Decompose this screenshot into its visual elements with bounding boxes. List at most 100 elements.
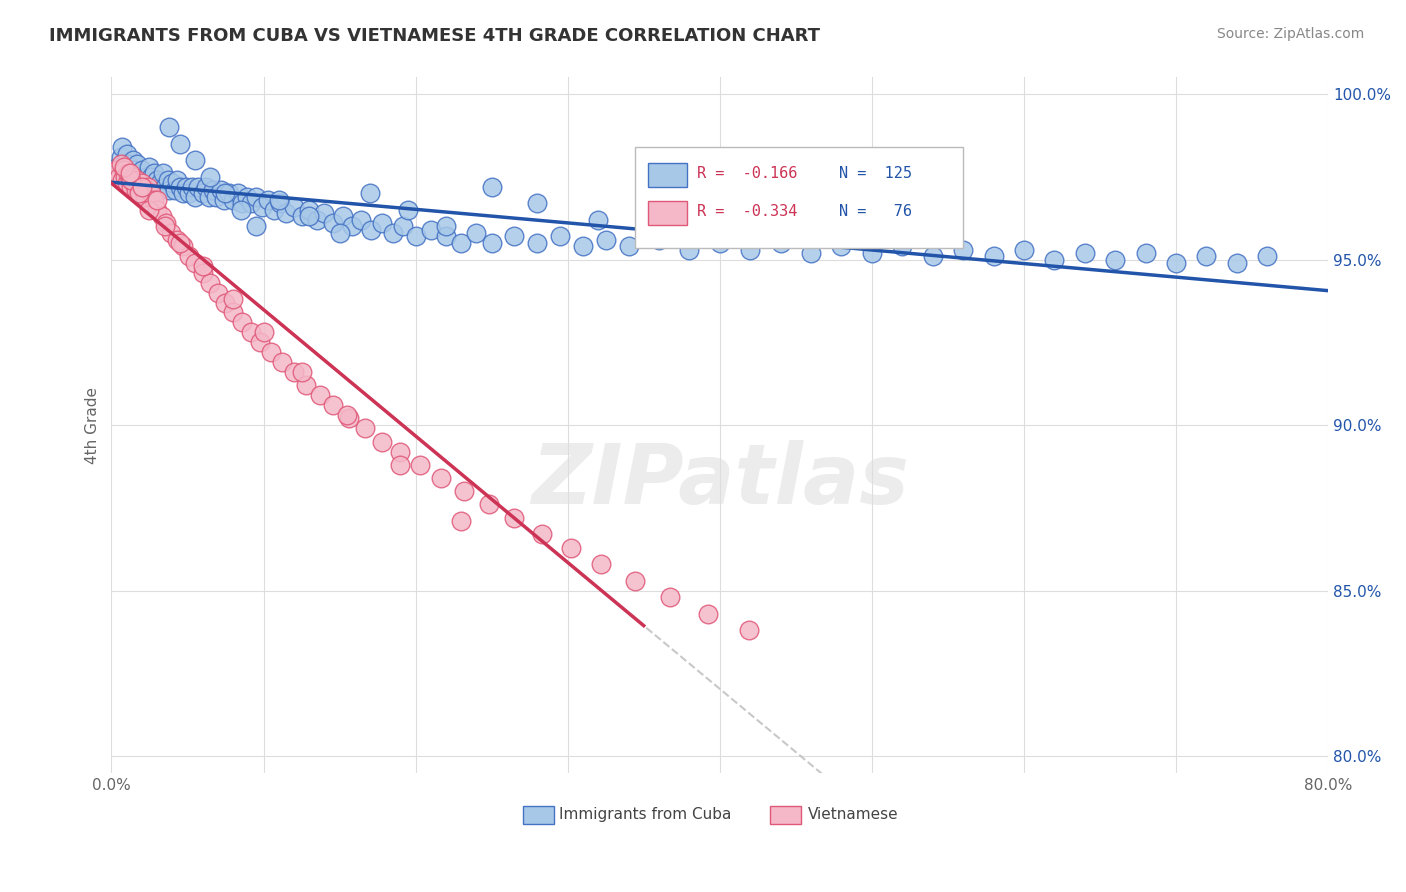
Point — [359, 186, 381, 201]
Point — [112, 163, 135, 178]
Point — [396, 202, 419, 217]
Point — [952, 243, 974, 257]
Point — [177, 249, 200, 263]
Point — [104, 163, 127, 178]
Point — [478, 498, 501, 512]
Point — [125, 183, 148, 197]
Point — [122, 177, 145, 191]
Point — [172, 239, 194, 253]
Point — [617, 239, 640, 253]
Point — [111, 173, 134, 187]
Text: ZIPatlas: ZIPatlas — [531, 440, 908, 521]
Point — [267, 193, 290, 207]
Point — [231, 196, 253, 211]
Point — [131, 177, 153, 191]
Point — [184, 153, 207, 168]
Point — [207, 285, 229, 300]
Point — [200, 169, 222, 184]
Point — [572, 239, 595, 253]
Point — [184, 256, 207, 270]
Point — [143, 193, 166, 207]
Point — [276, 206, 298, 220]
Point — [107, 160, 129, 174]
Point — [263, 202, 285, 217]
Point — [141, 179, 163, 194]
Point — [891, 239, 914, 253]
Point — [169, 136, 191, 151]
Point — [139, 186, 162, 201]
Point — [298, 202, 321, 217]
Point — [153, 219, 176, 234]
Point — [252, 326, 274, 340]
Point — [800, 246, 823, 260]
Point — [131, 179, 153, 194]
Point — [127, 156, 149, 170]
Point — [648, 229, 671, 244]
Point — [295, 378, 318, 392]
Point — [118, 166, 141, 180]
Point — [214, 186, 236, 201]
Point — [138, 202, 160, 217]
Point — [110, 156, 132, 170]
Point — [149, 177, 172, 191]
Point — [503, 510, 526, 524]
Point — [430, 471, 453, 485]
Text: Immigrants from Cuba: Immigrants from Cuba — [560, 807, 731, 822]
Point — [222, 305, 245, 319]
FancyBboxPatch shape — [648, 202, 688, 225]
Point — [148, 183, 170, 197]
Point — [174, 179, 197, 194]
Point — [125, 166, 148, 180]
Point — [371, 216, 394, 230]
FancyBboxPatch shape — [648, 163, 688, 186]
Point — [409, 458, 432, 472]
Point — [257, 193, 280, 207]
Point — [114, 166, 136, 180]
Point — [405, 229, 427, 244]
Point — [830, 239, 852, 253]
Point — [305, 212, 328, 227]
Text: N =  125: N = 125 — [839, 166, 912, 181]
Point — [143, 166, 166, 180]
Point — [129, 186, 152, 201]
Point — [350, 212, 373, 227]
Point — [526, 196, 548, 211]
Point — [503, 229, 526, 244]
Point — [146, 193, 169, 207]
Point — [122, 163, 145, 178]
Point — [1164, 256, 1187, 270]
Point — [115, 177, 138, 191]
Point — [337, 411, 360, 425]
Point — [260, 345, 283, 359]
Point — [172, 186, 194, 201]
Point — [1226, 256, 1249, 270]
Point — [187, 179, 209, 194]
Point — [548, 229, 571, 244]
Point — [314, 206, 336, 220]
Point — [120, 173, 142, 187]
Point — [360, 223, 382, 237]
Text: R =  -0.166: R = -0.166 — [696, 166, 797, 181]
Point — [146, 202, 169, 217]
Point — [121, 169, 143, 184]
Point — [128, 169, 150, 184]
Point — [591, 557, 613, 571]
Point — [191, 186, 214, 201]
Point — [200, 276, 222, 290]
Point — [290, 365, 312, 379]
Point — [526, 235, 548, 250]
Point — [114, 169, 136, 184]
Point — [181, 179, 204, 194]
FancyBboxPatch shape — [769, 806, 801, 824]
Point — [191, 259, 214, 273]
Point — [270, 355, 292, 369]
Point — [132, 183, 155, 197]
Point — [245, 219, 267, 234]
Point — [226, 186, 249, 201]
Point — [450, 235, 472, 250]
Point — [354, 421, 377, 435]
Point — [212, 193, 235, 207]
Point — [1195, 249, 1218, 263]
Point — [769, 235, 792, 250]
Point — [229, 202, 252, 217]
